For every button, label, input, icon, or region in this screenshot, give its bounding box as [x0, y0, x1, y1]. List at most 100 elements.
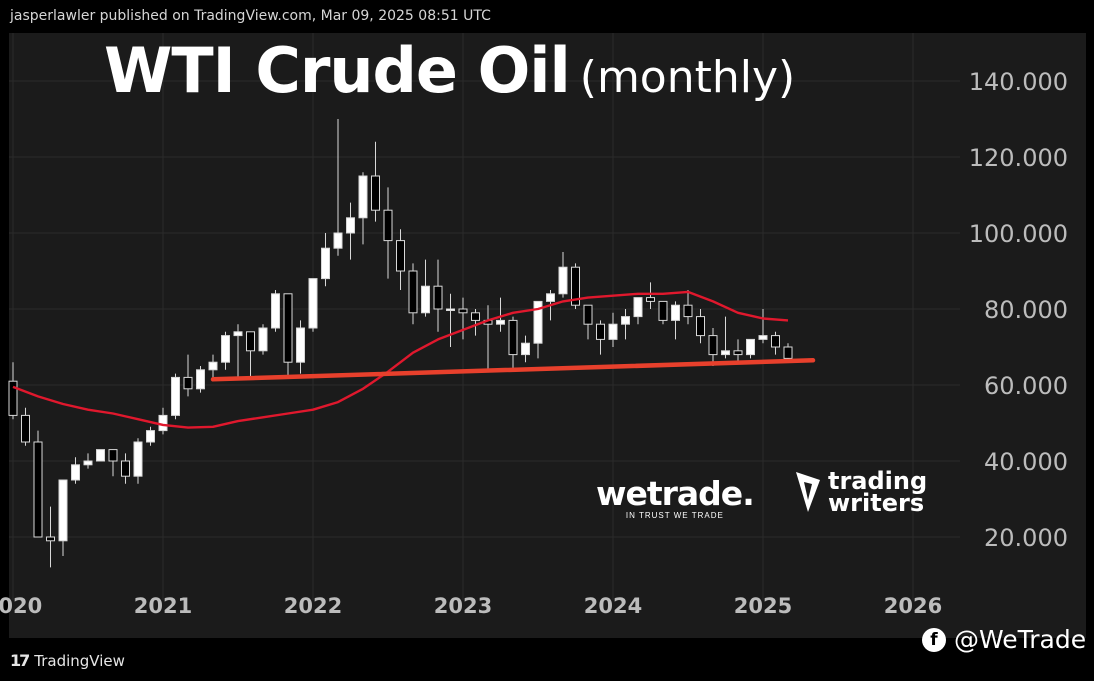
candles: [8, 119, 793, 568]
candle-body: [658, 300, 668, 321]
candle-body: [146, 430, 155, 443]
chart-title: WTI Crude Oil (monthly): [104, 34, 795, 107]
candle-body: [446, 308, 455, 311]
x-tick-label: 2023: [434, 594, 492, 618]
trading-writers-line2: writers: [828, 489, 925, 517]
candle-body: [546, 293, 555, 302]
trading-writers-line1: trading: [828, 467, 928, 495]
candle-body: [258, 327, 268, 352]
wetrade-logo-tagline: IN TRUST WE TRADE: [625, 511, 724, 520]
candle-body: [771, 335, 780, 348]
candle-body: [71, 464, 80, 481]
candle-body: [721, 350, 730, 356]
y-tick-label: 40.000: [984, 448, 1068, 476]
candle-body: [533, 300, 543, 344]
facebook-icon: f: [922, 627, 946, 652]
candle-body: [471, 312, 480, 321]
candle-body: [508, 319, 518, 356]
candle-body: [583, 304, 593, 325]
candle-body: [371, 175, 380, 211]
y-axis: 20.000 40.000 60.000 80.000 100.000 120.000 14…: [969, 68, 1068, 552]
moving-average-line: [12, 290, 789, 429]
candle-body: [558, 266, 568, 295]
candle-body: [783, 346, 793, 359]
candle-body: [433, 285, 443, 310]
social-handle[interactable]: f @WeTrade: [922, 625, 1086, 654]
candle-body: [633, 297, 643, 318]
candle-body: [733, 350, 743, 356]
candle-body: [308, 278, 318, 329]
candle-body: [608, 323, 618, 340]
tradingview-logo[interactable]: 17 TradingView: [10, 651, 125, 670]
candle-body: [158, 414, 168, 432]
candle-body: [296, 327, 305, 363]
candle-body: [133, 441, 143, 477]
x-tick-label: 2024: [584, 594, 642, 618]
candle-body: [196, 369, 205, 390]
candle-body: [246, 331, 255, 352]
candle-body: [596, 323, 605, 340]
candle-body: [33, 441, 43, 538]
candle-body: [746, 338, 755, 356]
candle-body: [83, 460, 93, 466]
candle-body: [683, 304, 693, 318]
wetrade-logo-name: wetrade.: [596, 474, 755, 513]
candle-body: [646, 297, 655, 302]
trading-writers-logo-icon: [796, 472, 820, 512]
candle-body: [496, 319, 505, 325]
candle-body: [183, 376, 193, 390]
footer-bar: [0, 638, 1094, 681]
tradingview-logo-icon: 17: [10, 651, 30, 670]
y-tick-label: 120.000: [969, 144, 1068, 172]
candle-body: [358, 175, 368, 219]
candle-body: [333, 232, 343, 249]
candle-body: [408, 270, 418, 314]
candle-body: [21, 414, 30, 443]
candle-body: [671, 304, 680, 321]
x-tick-label: 2022: [284, 594, 342, 618]
y-tick-label: 100.000: [969, 220, 1068, 248]
wetrade-logo: wetrade. IN TRUST WE TRADE: [596, 474, 755, 520]
candle-body: [221, 335, 230, 363]
candle-body: [283, 293, 293, 363]
candle-body: [46, 536, 55, 542]
candle-body: [571, 266, 580, 306]
y-tick-label: 20.000: [984, 524, 1068, 552]
y-tick-label: 60.000: [984, 372, 1068, 400]
social-handle-text: @WeTrade: [954, 625, 1087, 654]
candle-body: [121, 460, 130, 477]
candle-body: [696, 316, 705, 337]
tradingview-logo-text: TradingView: [34, 651, 125, 670]
y-tick-label: 140.000: [969, 68, 1068, 96]
candle-body: [108, 449, 118, 462]
publisher-text: jasperlawler published on TradingView.co…: [10, 8, 491, 24]
candle-body: [58, 479, 68, 542]
indicator-lines: [12, 290, 816, 429]
candle-body: [208, 361, 218, 371]
candle-body: [346, 217, 355, 234]
candle-body: [521, 342, 530, 356]
candle-body: [421, 285, 430, 314]
y-tick-label: 80.000: [984, 296, 1068, 324]
x-tick-label: 2025: [734, 594, 792, 618]
support-trend-line[interactable]: [210, 358, 816, 382]
candle-body: [233, 331, 243, 337]
grid-layer: [9, 33, 960, 600]
candle-body: [708, 335, 718, 356]
candle-body: [171, 376, 180, 416]
candle-body: [321, 247, 330, 280]
chart-title-main: WTI Crude Oil: [104, 34, 571, 107]
trading-writers-logo: trading writers: [794, 467, 928, 517]
x-tick-label: 2021: [134, 594, 192, 618]
x-tick-label: 2026: [884, 594, 942, 618]
candle-body: [758, 335, 768, 340]
candle-body: [396, 240, 405, 272]
candle-body: [383, 209, 393, 242]
chart-title-sub: (monthly): [579, 52, 796, 103]
candle-body: [621, 316, 630, 325]
candle-body: [271, 293, 280, 329]
candle-body: [458, 308, 468, 314]
